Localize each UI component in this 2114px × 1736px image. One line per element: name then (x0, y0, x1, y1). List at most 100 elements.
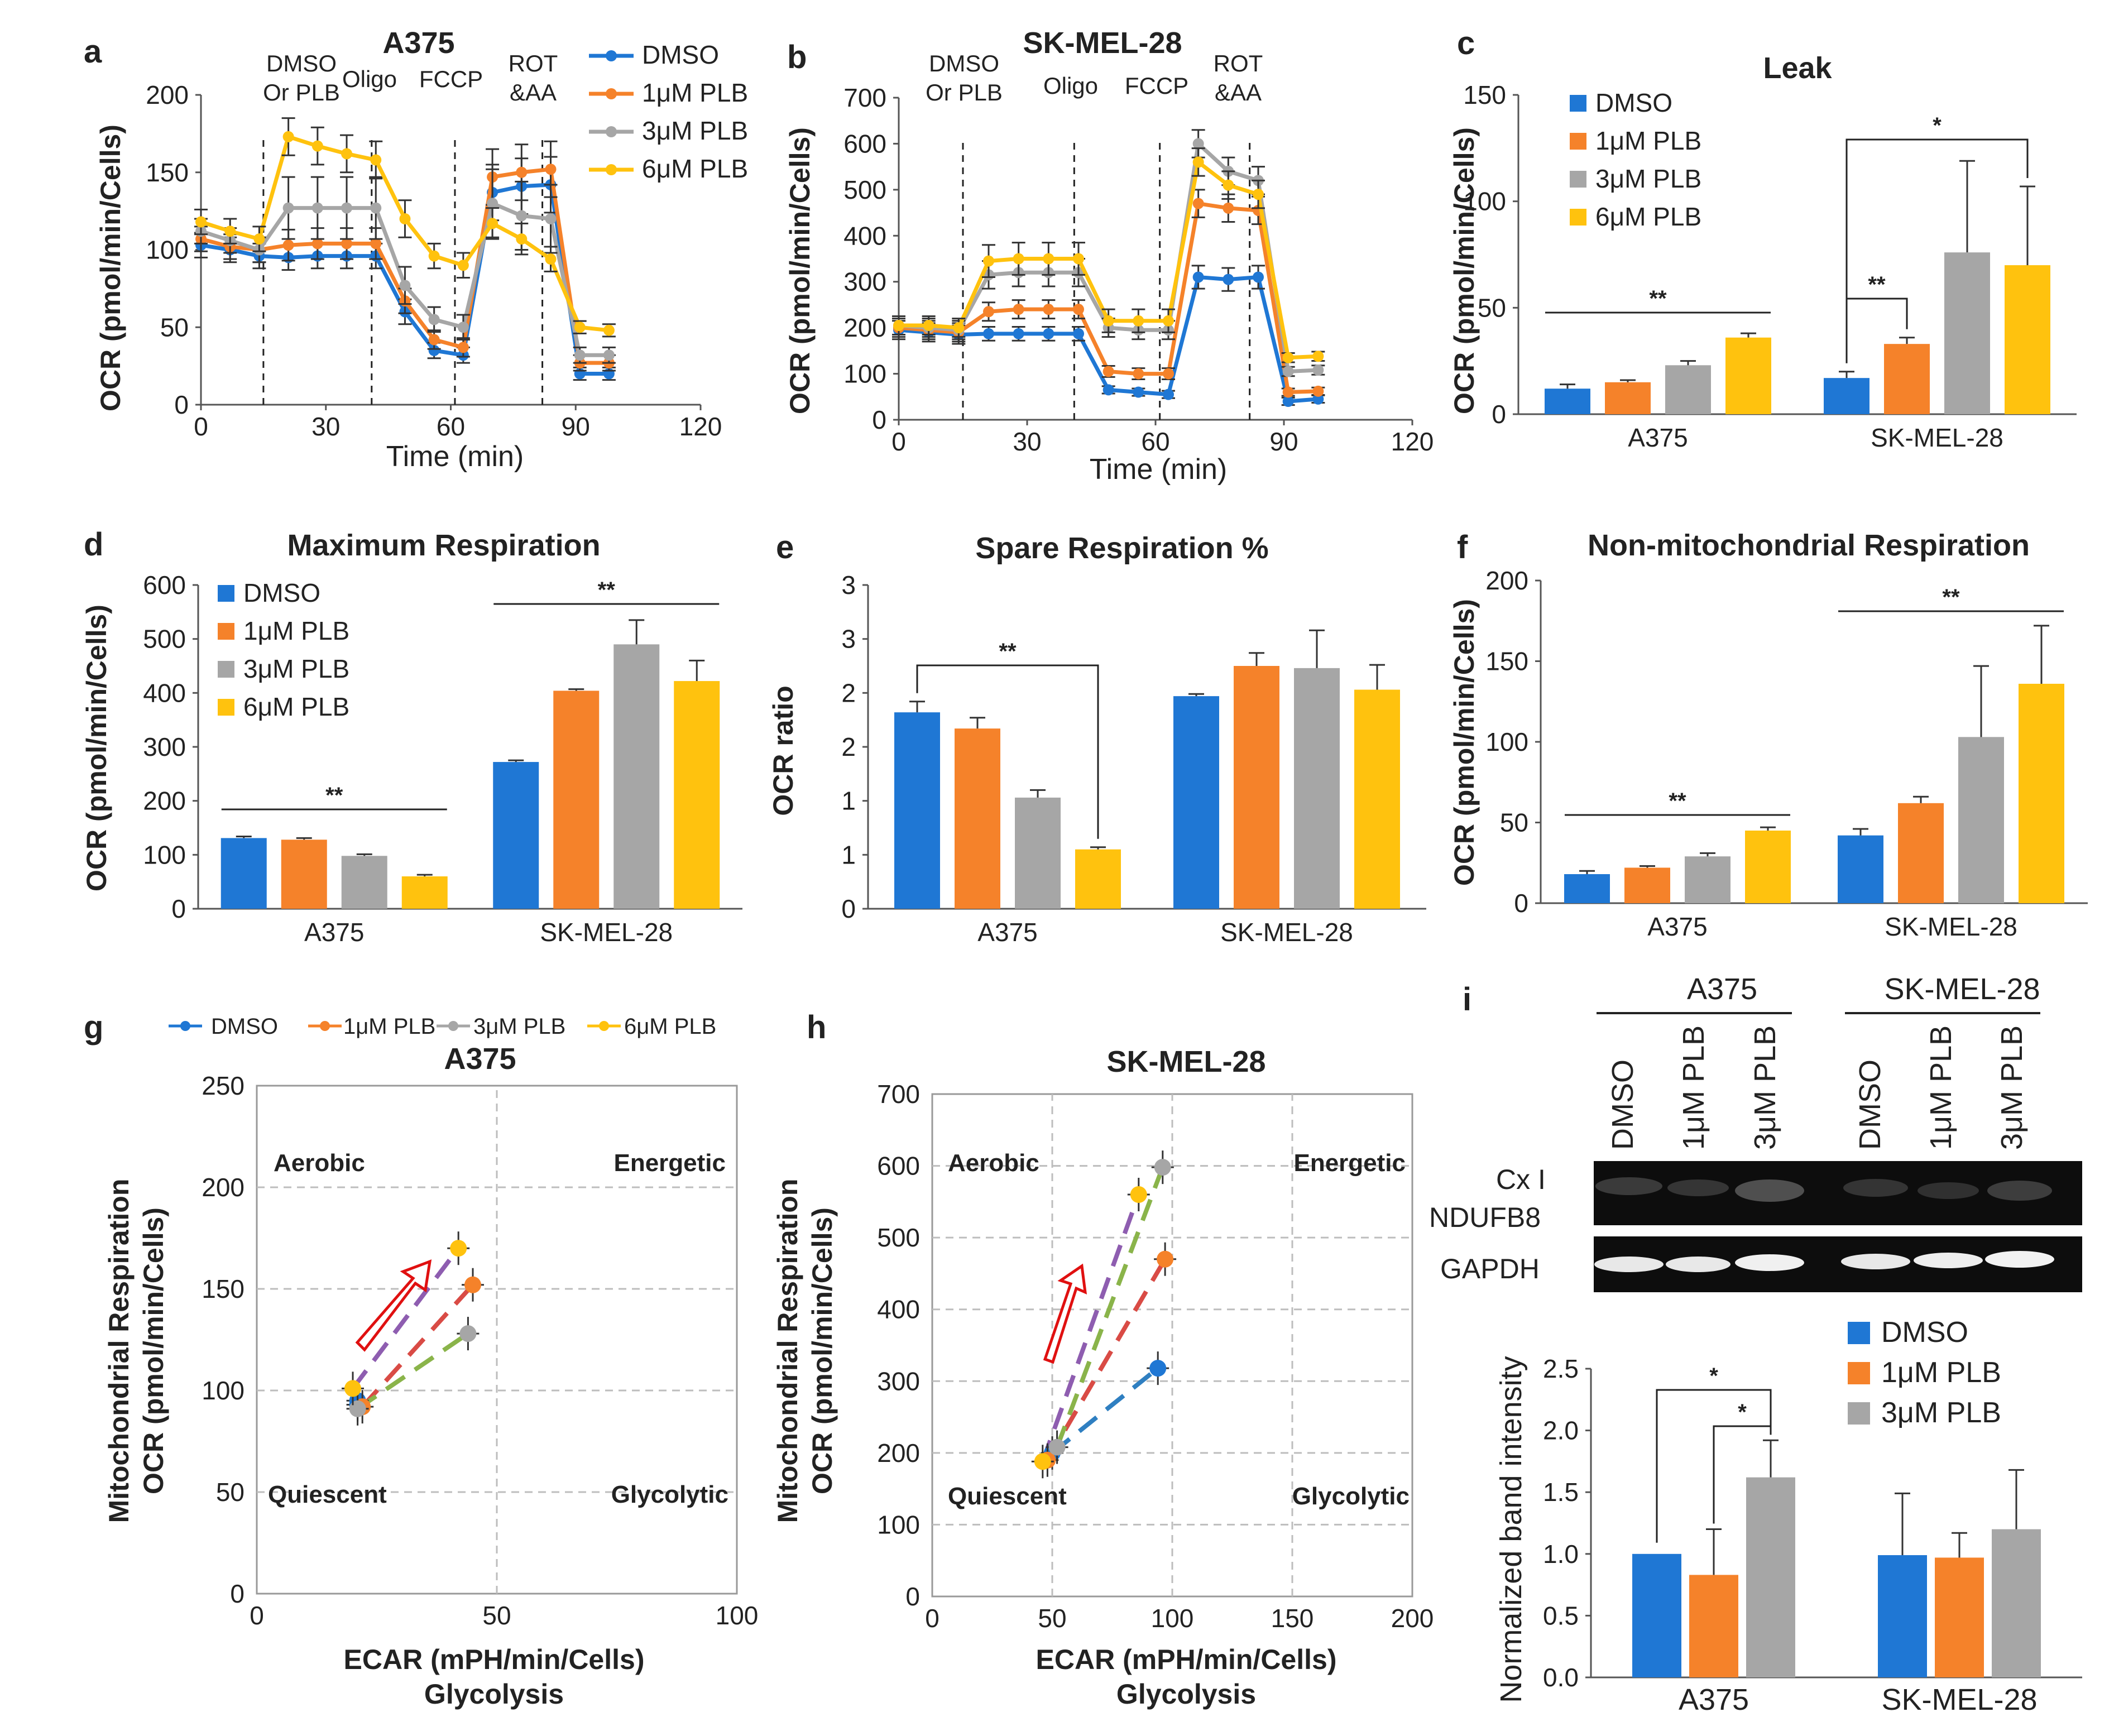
i-y-tick-label: 0.5 (1543, 1601, 1579, 1630)
a-point-3um-plb (282, 202, 294, 214)
a-point-1um-plb (311, 238, 323, 250)
a-point-3um-plb (457, 322, 469, 333)
f-bar-a375-6um-plb (1745, 830, 1791, 903)
panel-i-legend: DMSO 1μM PLB 3μM PLB (1848, 1316, 2001, 1429)
h-x-tick-label: 50 (1038, 1604, 1066, 1633)
b-y-tick-label: 0 (872, 405, 886, 434)
a-point-1um-plb (370, 238, 382, 250)
panel-d-legend-1um: 1μM PLB (243, 616, 349, 645)
d-y-tick-label: 100 (143, 840, 186, 869)
blot-gapdh-band-1 (1594, 1257, 1664, 1272)
panel-d-legend: DMSO 1μM PLB 3μM PLB 6μM PLB (218, 578, 349, 721)
b-point-1um-plb (1312, 385, 1324, 397)
b-point-6um-plb (1043, 253, 1054, 265)
blot-cx1-band-1 (1595, 1177, 1662, 1195)
c-category-label: A375 (1628, 423, 1688, 452)
b-point-dmso (1163, 389, 1174, 400)
panel-f-title: Non-mitochondrial Respiration (1588, 529, 2030, 562)
h-trend-6um-plb (1041, 1193, 1141, 1462)
b-point-3um-plb (1282, 366, 1294, 377)
a-point-3um-plb (574, 349, 586, 361)
panel-c-legend-1um: 1μM PLB (1595, 126, 1701, 155)
legend-swatch-dmso (218, 585, 234, 602)
d-y-tick-label: 600 (143, 570, 186, 600)
legend-swatch-6um (218, 699, 234, 716)
f-sig-sk-label: ** (1942, 585, 1960, 610)
b-point-6um-plb (1163, 315, 1174, 327)
a-x-tick-label: 60 (437, 412, 465, 441)
e-y-tick-label: 2 (841, 732, 856, 761)
panel-g-legend-dmso: DMSO (211, 1014, 278, 1039)
d-category-label: A375 (304, 918, 364, 947)
b-point-6um-plb (1253, 189, 1264, 200)
i-bar-a375-1um-plb (1689, 1575, 1738, 1677)
panel-g-legend-1um: 1μM PLB (343, 1014, 435, 1039)
panel-a-xlabel: Time (min) (386, 440, 524, 473)
blot-cx1-band-3 (1735, 1179, 1804, 1202)
panel-d-legend-dmso: DMSO (243, 578, 320, 607)
panel-d-ylabel: OCR (pmol/min/Cells) (81, 605, 112, 891)
g-point-baseline-3um-plb (349, 1400, 366, 1417)
f-bar-sk-mel-28-6um-plb (2019, 683, 2064, 903)
panel-i-lane-2: 1μM PLB (1677, 1025, 1710, 1150)
a-point-3um-plb (341, 202, 353, 214)
h-y-tick-label: 600 (877, 1152, 920, 1181)
panel-i-group-skmel: SK-MEL-28 (1884, 972, 2040, 1006)
g-y-tick-label: 100 (202, 1376, 245, 1405)
a-point-6um-plb (224, 226, 236, 237)
i-bar-sk-mel-28-dmso (1878, 1555, 1927, 1677)
g-y-tick-label: 200 (202, 1173, 245, 1202)
h-y-tick-label: 100 (877, 1510, 920, 1539)
i-sig-1-label: * (1709, 1364, 1718, 1388)
panel-a-line-chart: A375 DMSO Or PLB Oligo FCCP ROT &AA 0 30 6… (95, 26, 748, 473)
panel-c-letter: c (1457, 25, 1475, 61)
panel-h-letter: h (807, 1009, 826, 1046)
c-y-tick-label: 100 (1463, 187, 1506, 216)
panel-g-quad-aerobic: Aerobic (274, 1149, 365, 1177)
f-bar-a375-3um-plb (1685, 856, 1730, 903)
panel-d-title: Maximum Respiration (287, 529, 600, 562)
f-bar-a375-1um-plb (1624, 867, 1670, 903)
c-sig-sk-2-label: * (1933, 113, 1942, 138)
b-x-tick-label: 60 (1141, 427, 1169, 456)
a-x-tick-label: 30 (311, 412, 340, 441)
g-shift-arrow (355, 1259, 432, 1352)
h-point-baseline-3um-plb (1048, 1438, 1066, 1456)
a-point-3um-plb (516, 210, 528, 222)
panel-b-inj-rot: ROT (1214, 50, 1263, 76)
legend-swatch-1um (1848, 1362, 1870, 1384)
panel-i-lane-5: 1μM PLB (1924, 1025, 1958, 1150)
panel-g-quad-glycolytic: Glycolytic (611, 1481, 728, 1508)
b-point-1um-plb (1223, 202, 1234, 214)
panel-h-ylabel-1: Mitochondrial Respiration (772, 1179, 803, 1523)
panel-g-quad-energetic: Energetic (613, 1149, 726, 1177)
panel-b-inj-dmso: DMSO (929, 50, 999, 76)
f-y-tick-label: 50 (1500, 808, 1528, 837)
legend-swatch-3um (1570, 171, 1586, 188)
a-point-6um-plb (370, 154, 382, 166)
i-y-tick-label: 2.5 (1543, 1354, 1579, 1383)
a-point-6um-plb (516, 233, 528, 245)
i-y-tick-label: 2.0 (1543, 1416, 1579, 1445)
panel-i-ylabel: Normalized band intensity (1494, 1356, 1528, 1703)
f-y-tick-label: 0 (1514, 889, 1528, 918)
g-trend-6um-plb (351, 1246, 461, 1390)
blot-gapdh-band-4 (1841, 1254, 1910, 1269)
c-bar-sk-mel-28-6um-plb (2005, 265, 2050, 414)
c-bar-a375-6um-plb (1725, 337, 1771, 414)
i-bar-sk-mel-28-1um-plb (1935, 1557, 1984, 1677)
panel-e-title: Spare Respiration % (975, 531, 1268, 565)
b-point-1um-plb (1043, 304, 1054, 315)
b-y-tick-label: 100 (843, 359, 886, 389)
h-trend-1um-plb (1045, 1258, 1167, 1461)
b-point-6um-plb (1312, 351, 1324, 362)
panel-c-legend-3um: 3μM PLB (1595, 164, 1701, 193)
d-bar-sk-mel-28-dmso (493, 762, 539, 909)
panel-a-inj-aa: &AA (510, 79, 557, 105)
e-bar-sk-mel-28-3um-plb (1294, 668, 1340, 909)
d-bar-a375-dmso (220, 838, 267, 909)
a-point-6um-plb (282, 131, 294, 142)
c-sig-a375-label: ** (1649, 286, 1667, 311)
a-y-tick-label: 200 (146, 80, 189, 109)
blot-cx1-band-2 (1667, 1179, 1729, 1196)
